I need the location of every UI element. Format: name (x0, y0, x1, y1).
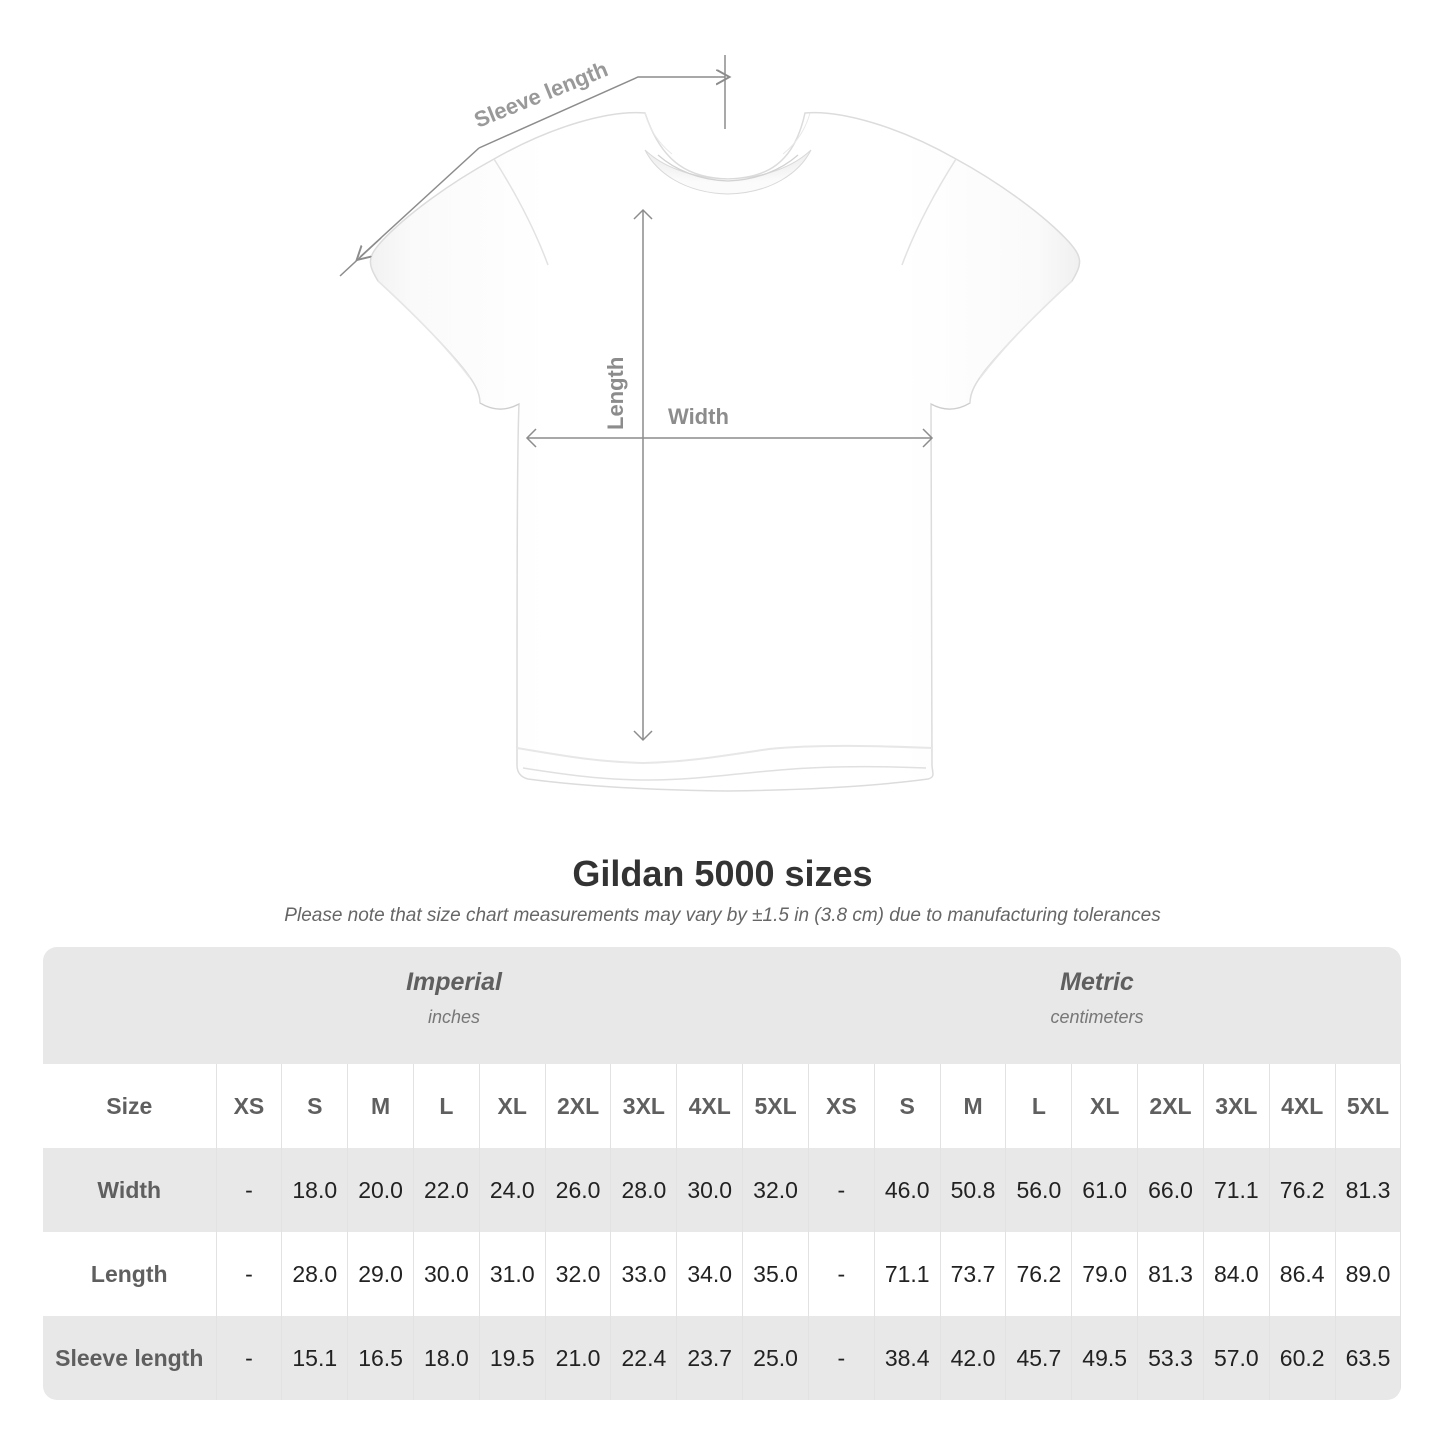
svg-text:Length: Length (603, 357, 628, 430)
svg-text:Width: Width (668, 404, 729, 429)
